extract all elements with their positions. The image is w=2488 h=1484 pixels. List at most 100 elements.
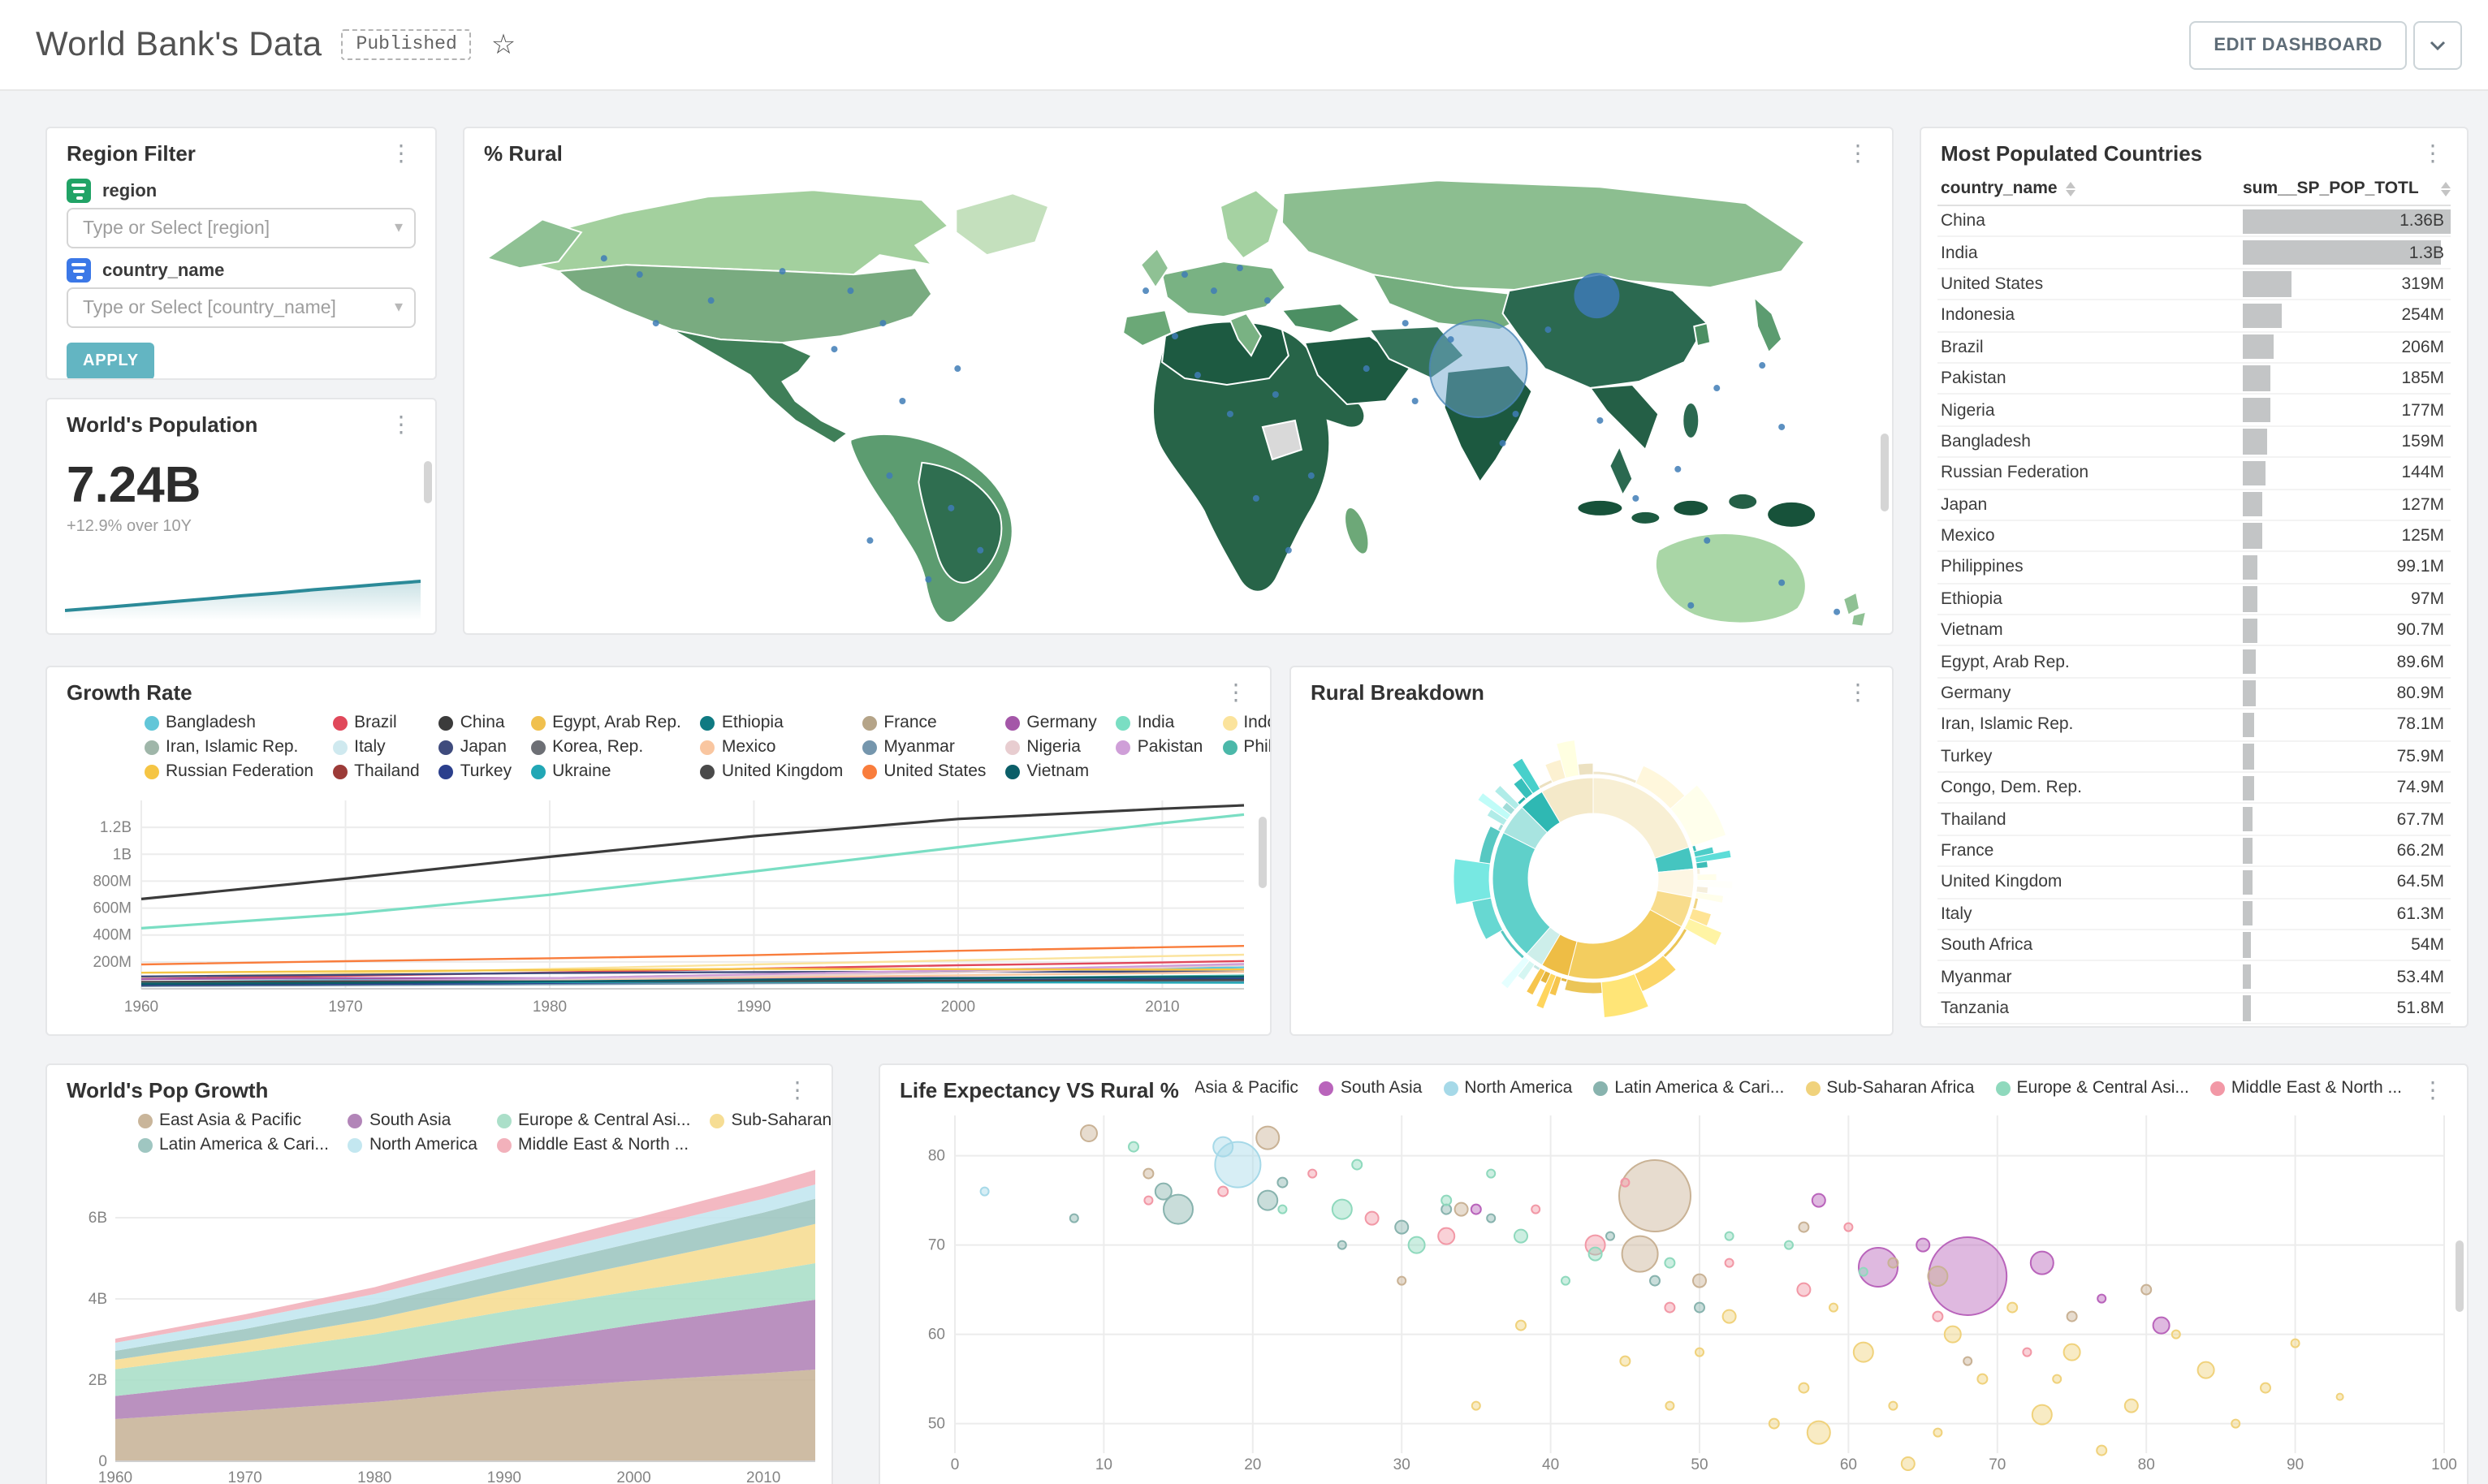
legend-dot [1222, 715, 1238, 730]
world-map[interactable] [464, 172, 1892, 630]
table-row[interactable]: India 1.3B [1937, 238, 2451, 270]
pop-growth-chart[interactable]: 0 2B 4B 6B 1960 1970 1980 1990 2000 2010 [57, 1161, 825, 1484]
legend-item[interactable]: Pakistan [1116, 737, 1203, 757]
legend-item[interactable]: South Asia [1319, 1078, 1422, 1098]
table-row[interactable]: Iran, Islamic Rep. 78.1M [1937, 710, 2451, 742]
legend-item[interactable]: Japan [438, 737, 512, 757]
legend-item[interactable]: Ukraine [531, 761, 681, 781]
legend-item[interactable]: China [438, 713, 512, 732]
legend-item[interactable]: Brazil [333, 713, 420, 732]
kebab-menu-icon[interactable]: ⋮ [1847, 679, 1869, 705]
legend-item[interactable]: Sub-Saharan Africa [710, 1111, 831, 1130]
table-row[interactable]: Myanmar 53.4M [1937, 962, 2451, 994]
table-row[interactable]: Ethiopia 97M [1937, 584, 2451, 616]
table-row[interactable]: China 1.36B [1937, 206, 2451, 238]
legend-item[interactable]: Iran, Islamic Rep. [145, 737, 313, 757]
worlds-population-card: World's Population ⋮ 7.24B +12.9% over 1… [45, 398, 437, 635]
scrollbar[interactable] [424, 461, 432, 503]
table-row[interactable]: Egypt, Arab Rep. 89.6M [1937, 647, 2451, 679]
kebab-menu-icon[interactable]: ⋮ [2421, 1076, 2444, 1102]
legend-item[interactable]: United Kingdom [700, 761, 843, 781]
table-row[interactable]: United States 319M [1937, 270, 2451, 301]
legend-item[interactable]: India [1116, 713, 1203, 732]
legend-item[interactable]: Europe & Central Asi... [1995, 1078, 2189, 1098]
table-row[interactable]: Congo, Dem. Rep. 74.9M [1937, 773, 2451, 805]
kebab-menu-icon[interactable]: ⋮ [2421, 140, 2444, 166]
legend-item[interactable]: Mexico [700, 737, 843, 757]
table-row[interactable]: Mexico 125M [1937, 521, 2451, 553]
legend-item[interactable]: Thailand [333, 761, 420, 781]
apply-button[interactable]: APPLY [67, 343, 155, 378]
table-row[interactable]: Vietnam 90.7M [1937, 615, 2451, 647]
legend-item[interactable]: Vietnam [1005, 761, 1096, 781]
scrollbar[interactable] [1881, 434, 1889, 511]
legend-item[interactable]: Russian Federation [145, 761, 313, 781]
header-menu-button[interactable] [2413, 20, 2462, 69]
legend-item[interactable]: Bangladesh [145, 713, 313, 732]
legend-item[interactable]: East Asia & Pacific [1195, 1078, 1298, 1098]
legend-item[interactable]: France [862, 713, 986, 732]
region-select[interactable]: ▾ [67, 208, 416, 248]
legend-item[interactable]: South Asia [348, 1111, 477, 1130]
table-row[interactable]: Philippines 99.1M [1937, 553, 2451, 585]
table-row[interactable]: Turkey 75.9M [1937, 741, 2451, 774]
dashboard-title: World Bank's Data [36, 25, 322, 63]
table-row[interactable]: Germany 80.9M [1937, 679, 2451, 710]
growth-rate-chart[interactable]: 1960 1970 1980 1990 2000 2010 200M 400M 600M 800M… [54, 791, 1263, 1028]
table-row[interactable]: United Kingdom 64.5M [1937, 867, 2451, 899]
legend-item[interactable]: Middle East & North ... [2209, 1078, 2402, 1098]
legend-item[interactable]: North America [1443, 1078, 1572, 1098]
favorite-star-icon[interactable]: ☆ [490, 28, 516, 59]
legend-item[interactable]: Turkey [438, 761, 512, 781]
card-title-pop-growth: World's Pop Growth [67, 1078, 269, 1102]
country-input[interactable] [68, 298, 395, 317]
kebab-menu-icon[interactable]: ⋮ [1225, 679, 1247, 705]
legend-item[interactable]: Latin America & Cari... [1593, 1078, 1784, 1098]
table-row[interactable]: Bangladesh 159M [1937, 426, 2451, 459]
legend-item[interactable]: Italy [333, 737, 420, 757]
legend-item[interactable]: Europe & Central Asi... [497, 1111, 690, 1130]
region-input[interactable] [68, 218, 395, 238]
legend-item[interactable]: Sub-Saharan Africa [1805, 1078, 1974, 1098]
rural-breakdown-chart[interactable] [1291, 708, 1894, 1029]
column-header-population[interactable]: sum__SP_POP_TOTL [2243, 179, 2451, 198]
table-row[interactable]: South Africa 54M [1937, 930, 2451, 962]
legend-item[interactable]: Myanmar [862, 737, 986, 757]
kebab-menu-icon[interactable]: ⋮ [786, 1076, 809, 1102]
scrollbar[interactable] [1259, 817, 1267, 888]
table-row[interactable]: Pakistan 185M [1937, 364, 2451, 395]
life-expectancy-chart[interactable]: 0 10 20 30 40 50 60 70 80 90 100 50 60 70 80 [890, 1106, 2460, 1484]
edit-dashboard-button[interactable]: EDIT DASHBOARD [2189, 20, 2407, 69]
table-row[interactable]: Thailand 67.7M [1937, 805, 2451, 836]
value-bar [2243, 397, 2270, 423]
legend-item[interactable]: Ethiopia [700, 713, 843, 732]
table-row[interactable]: Russian Federation 144M [1937, 458, 2451, 490]
legend-item[interactable]: Egypt, Arab Rep. [531, 713, 681, 732]
legend-item[interactable]: Germany [1005, 713, 1097, 732]
table-row[interactable]: Italy 61.3M [1937, 899, 2451, 930]
legend-item[interactable]: United States [862, 761, 986, 781]
kebab-menu-icon[interactable]: ⋮ [1847, 140, 1869, 166]
legend-item[interactable]: Latin America & Cari... [138, 1135, 329, 1154]
legend-item[interactable]: North America [348, 1135, 477, 1154]
column-header-country[interactable]: country_name [1937, 179, 2243, 198]
kebab-menu-icon[interactable]: ⋮ [390, 411, 413, 437]
legend-item[interactable]: Middle East & North ... [497, 1135, 690, 1154]
table-row[interactable]: Japan 127M [1937, 490, 2451, 521]
table-row[interactable]: Tanzania 51.8M [1937, 994, 2451, 1025]
legend-item[interactable]: Indonesia [1222, 713, 1270, 732]
table-row[interactable]: Indonesia 254M [1937, 300, 2451, 333]
country-select[interactable]: ▾ [67, 287, 416, 328]
legend-dot [438, 715, 454, 730]
legend-item[interactable]: East Asia & Pacific [138, 1111, 329, 1130]
legend-item[interactable]: Philippines [1222, 737, 1270, 757]
table-row[interactable]: Nigeria 177M [1937, 395, 2451, 427]
legend-dot [1005, 715, 1021, 730]
card-title-pct-rural: % Rural [484, 141, 563, 166]
legend-item[interactable]: Korea, Rep. [531, 737, 681, 757]
table-row[interactable]: Brazil 206M [1937, 332, 2451, 364]
scrollbar[interactable] [2456, 1240, 2464, 1312]
kebab-menu-icon[interactable]: ⋮ [390, 140, 413, 166]
legend-item[interactable]: Nigeria [1005, 737, 1096, 757]
table-row[interactable]: France 66.2M [1937, 836, 2451, 868]
